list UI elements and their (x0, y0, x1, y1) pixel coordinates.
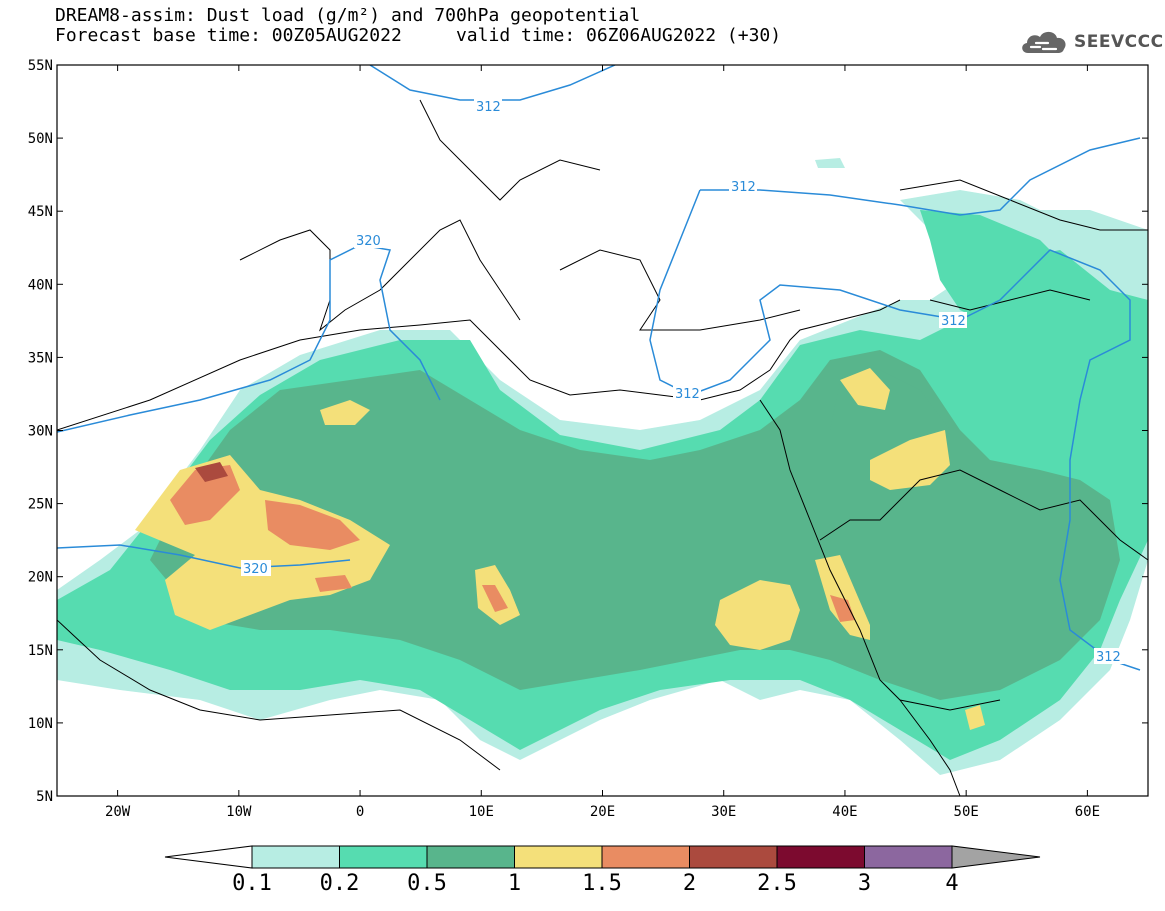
dust-band-0-2-caucasus (920, 210, 1100, 330)
colorbar-label: 4 (945, 871, 959, 896)
colorbar-segment (864, 845, 953, 869)
dust-band-1-5-south (315, 575, 352, 592)
dust-band-1-iraq (840, 368, 890, 410)
lon-label: 0 (356, 804, 364, 820)
dust-band-1-5-mali (265, 500, 360, 550)
lat-label: 30N (28, 424, 53, 440)
colorbar-segment (601, 845, 690, 869)
contour-label: 312 (675, 387, 700, 402)
colorbar-arrow-right (951, 845, 1041, 869)
seevccc-logo: SEEVCCC (1018, 24, 1164, 60)
lat-label: 15N (28, 643, 53, 659)
colorbar (164, 845, 1041, 869)
dust-band-1-sudan (715, 580, 800, 650)
dust-band-1-5-west (170, 465, 240, 525)
lat-label: 10N (28, 716, 53, 732)
colorbar-segment (776, 845, 865, 869)
lon-label: 10W (226, 804, 252, 820)
contour-312-oman (959, 249, 1141, 671)
lon-label: 40E (832, 804, 857, 820)
colorbar-segment (339, 845, 428, 869)
lat-label: 55N (28, 58, 53, 74)
dust-fields (57, 158, 1148, 775)
lat-label: 20N (28, 570, 53, 586)
contour-label: 312 (731, 180, 756, 195)
lat-label: 40N (28, 277, 53, 293)
contour-label: 312 (941, 314, 966, 329)
dust-band-1-redsea (815, 555, 870, 640)
latitude-axis: 55N 50N 45N 40N 35N 30N 25N 20N 15N 10N 5N (28, 58, 1148, 805)
colorbar-label: 0.2 (319, 871, 360, 896)
logo-text: SEEVCCC (1074, 32, 1164, 52)
colorbar-segment (251, 845, 340, 869)
lat-label: 25N (28, 497, 53, 513)
contour-label-group: 312 320 312 312 312 320 312 (241, 98, 1124, 665)
contour-320-south (57, 544, 351, 569)
colorbar-label: 0.5 (407, 871, 447, 896)
contour-312-north (369, 65, 616, 101)
lon-label: 10E (469, 804, 494, 820)
dust-band-2 (195, 462, 228, 482)
dust-band-1-somalia (965, 705, 985, 730)
colorbar-label: 2.5 (757, 871, 797, 896)
dust-band-1-arabia (870, 430, 950, 490)
contour-label: 320 (356, 234, 381, 249)
contour-label: 312 (1096, 650, 1121, 665)
dust-band-1-morocco (320, 400, 370, 425)
colorbar-arrow-left (164, 845, 253, 869)
contour-320-west (57, 244, 441, 433)
lon-label: 20W (105, 804, 131, 820)
lat-label: 5N (36, 789, 53, 805)
colorbar-label: 1.5 (582, 871, 622, 896)
lat-label: 35N (28, 350, 53, 366)
colorbar-segment (689, 845, 778, 869)
contour-312-turkey (649, 189, 961, 396)
cloud-icon (1022, 31, 1066, 53)
colorbar-label: 0.1 (232, 871, 272, 896)
contour-label: 312 (476, 100, 501, 115)
colorbar-segment (426, 845, 515, 869)
contour-label: 320 (243, 562, 268, 577)
dust-band-0-1-north (815, 158, 1060, 240)
geopotential-contours (57, 65, 1141, 671)
map-subtitle: Forecast base time: 00Z05AUG2022 valid t… (55, 25, 782, 46)
coastlines (57, 99, 1148, 796)
colorbar-segment (514, 845, 603, 869)
dust-band-1-5-redsea (830, 595, 855, 622)
lat-label: 50N (28, 131, 53, 147)
lon-label: 20E (590, 804, 615, 820)
contour-312-east (700, 137, 1141, 216)
colorbar-label: 3 (857, 871, 872, 896)
lat-label: 45N (28, 204, 53, 220)
lon-label: 50E (954, 804, 979, 820)
colorbar-label: 2 (682, 871, 697, 896)
lon-label: 60E (1075, 804, 1100, 820)
dust-band-1-5-niger (482, 585, 508, 612)
lon-label: 30E (711, 804, 736, 820)
colorbar-label: 1 (507, 871, 522, 896)
longitude-axis: 20W 10W 0 10E 20E 30E 40E 50E 60E (105, 65, 1100, 820)
map-title: DREAM8-assim: Dust load (g/m²) and 700hP… (55, 5, 641, 26)
